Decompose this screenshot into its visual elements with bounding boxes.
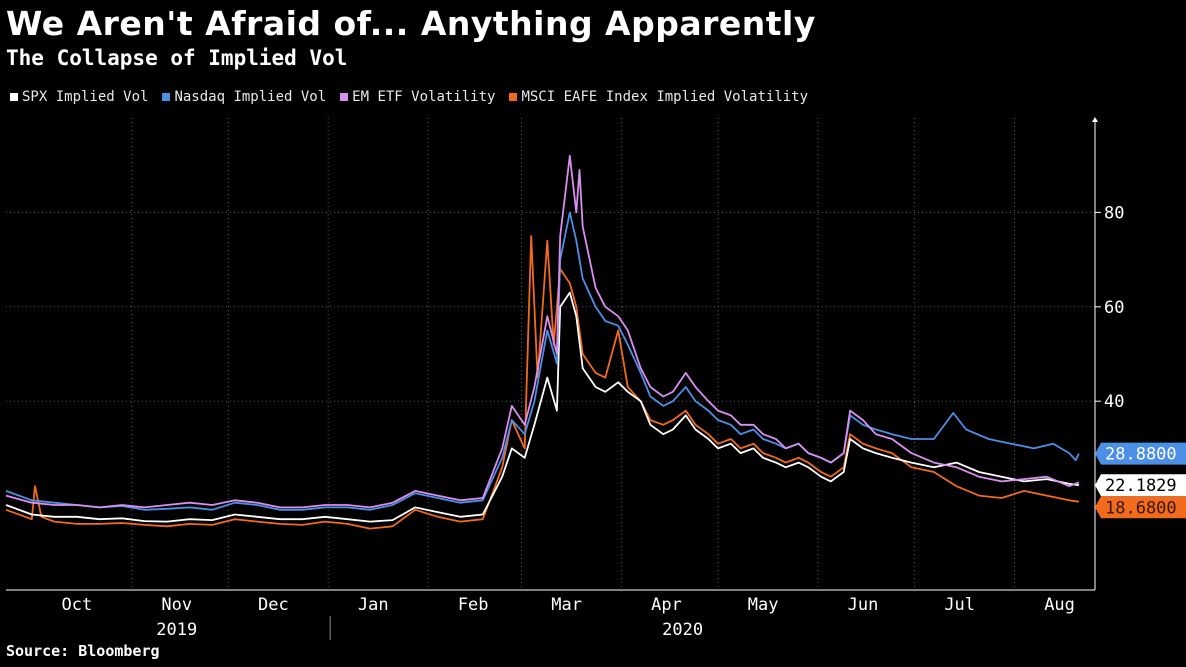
last-value-label-0: 22.1829 [1095,474,1186,497]
chart-title: We Aren't Afraid of... Anything Apparent… [6,4,816,43]
x-tick-label: Dec [258,595,289,615]
last-value-text: 22.1829 [1105,476,1177,496]
legend-item: SPX Implied Vol [10,89,148,105]
source-note: Source: Bloomberg [6,642,160,660]
x-tick-label: Aug [1044,595,1075,615]
last-value-label-1: 28.8800 [1095,442,1186,465]
last-value-box [1095,496,1186,519]
series-line-0 [5,291,1080,523]
x-tick-label: May [748,595,779,615]
chart-subtitle: The Collapse of Implied Vol [6,46,348,70]
last-value-box [1095,474,1186,497]
x-tick-label: Oct [62,595,93,615]
legend-swatch [509,93,518,101]
x-tick-label: Nov [161,595,192,615]
x-tick-label: Feb [458,595,489,615]
legend-label: SPX Implied Vol [22,89,149,105]
x-tick-label: Jun [848,595,879,615]
last-value-text: 18.6800 [1105,498,1177,518]
legend: SPX Implied Vol Nasdaq Implied Vol EM ETF … [10,89,808,105]
legend-label: Nasdaq Implied Vol [174,89,327,105]
x-tick-label: Apr [651,595,682,615]
legend-item: EM ETF Volatility [340,89,495,105]
last-value-label-3: 18.6800 [1095,496,1186,519]
legend-swatch [162,93,171,101]
year-label: 2020 [662,620,703,640]
series-line-2 [5,154,1080,509]
legend-item: Nasdaq Implied Vol [162,89,326,105]
legend-swatch [340,93,349,101]
last-value-box [1095,442,1186,465]
series-line-1 [5,211,1080,511]
x-tick-label: Mar [551,595,582,615]
y-tick-label: 60 [1104,298,1124,318]
series-line-3 [5,235,1080,530]
legend-label: EM ETF Volatility [352,89,496,105]
y-axis-arrow [1092,117,1098,122]
x-tick-label: Jul [944,595,975,615]
y-tick-label: 80 [1104,203,1124,223]
y-tick-label: 40 [1104,392,1124,412]
year-label: 2019 [156,620,197,640]
last-value-text: 28.8800 [1105,445,1177,465]
legend-swatch [10,93,18,101]
x-tick-label: Jan [358,595,389,615]
legend-label: MSCI EAFE Index Implied Volatility [521,89,809,105]
legend-item: MSCI EAFE Index Implied Volatility [509,89,808,105]
